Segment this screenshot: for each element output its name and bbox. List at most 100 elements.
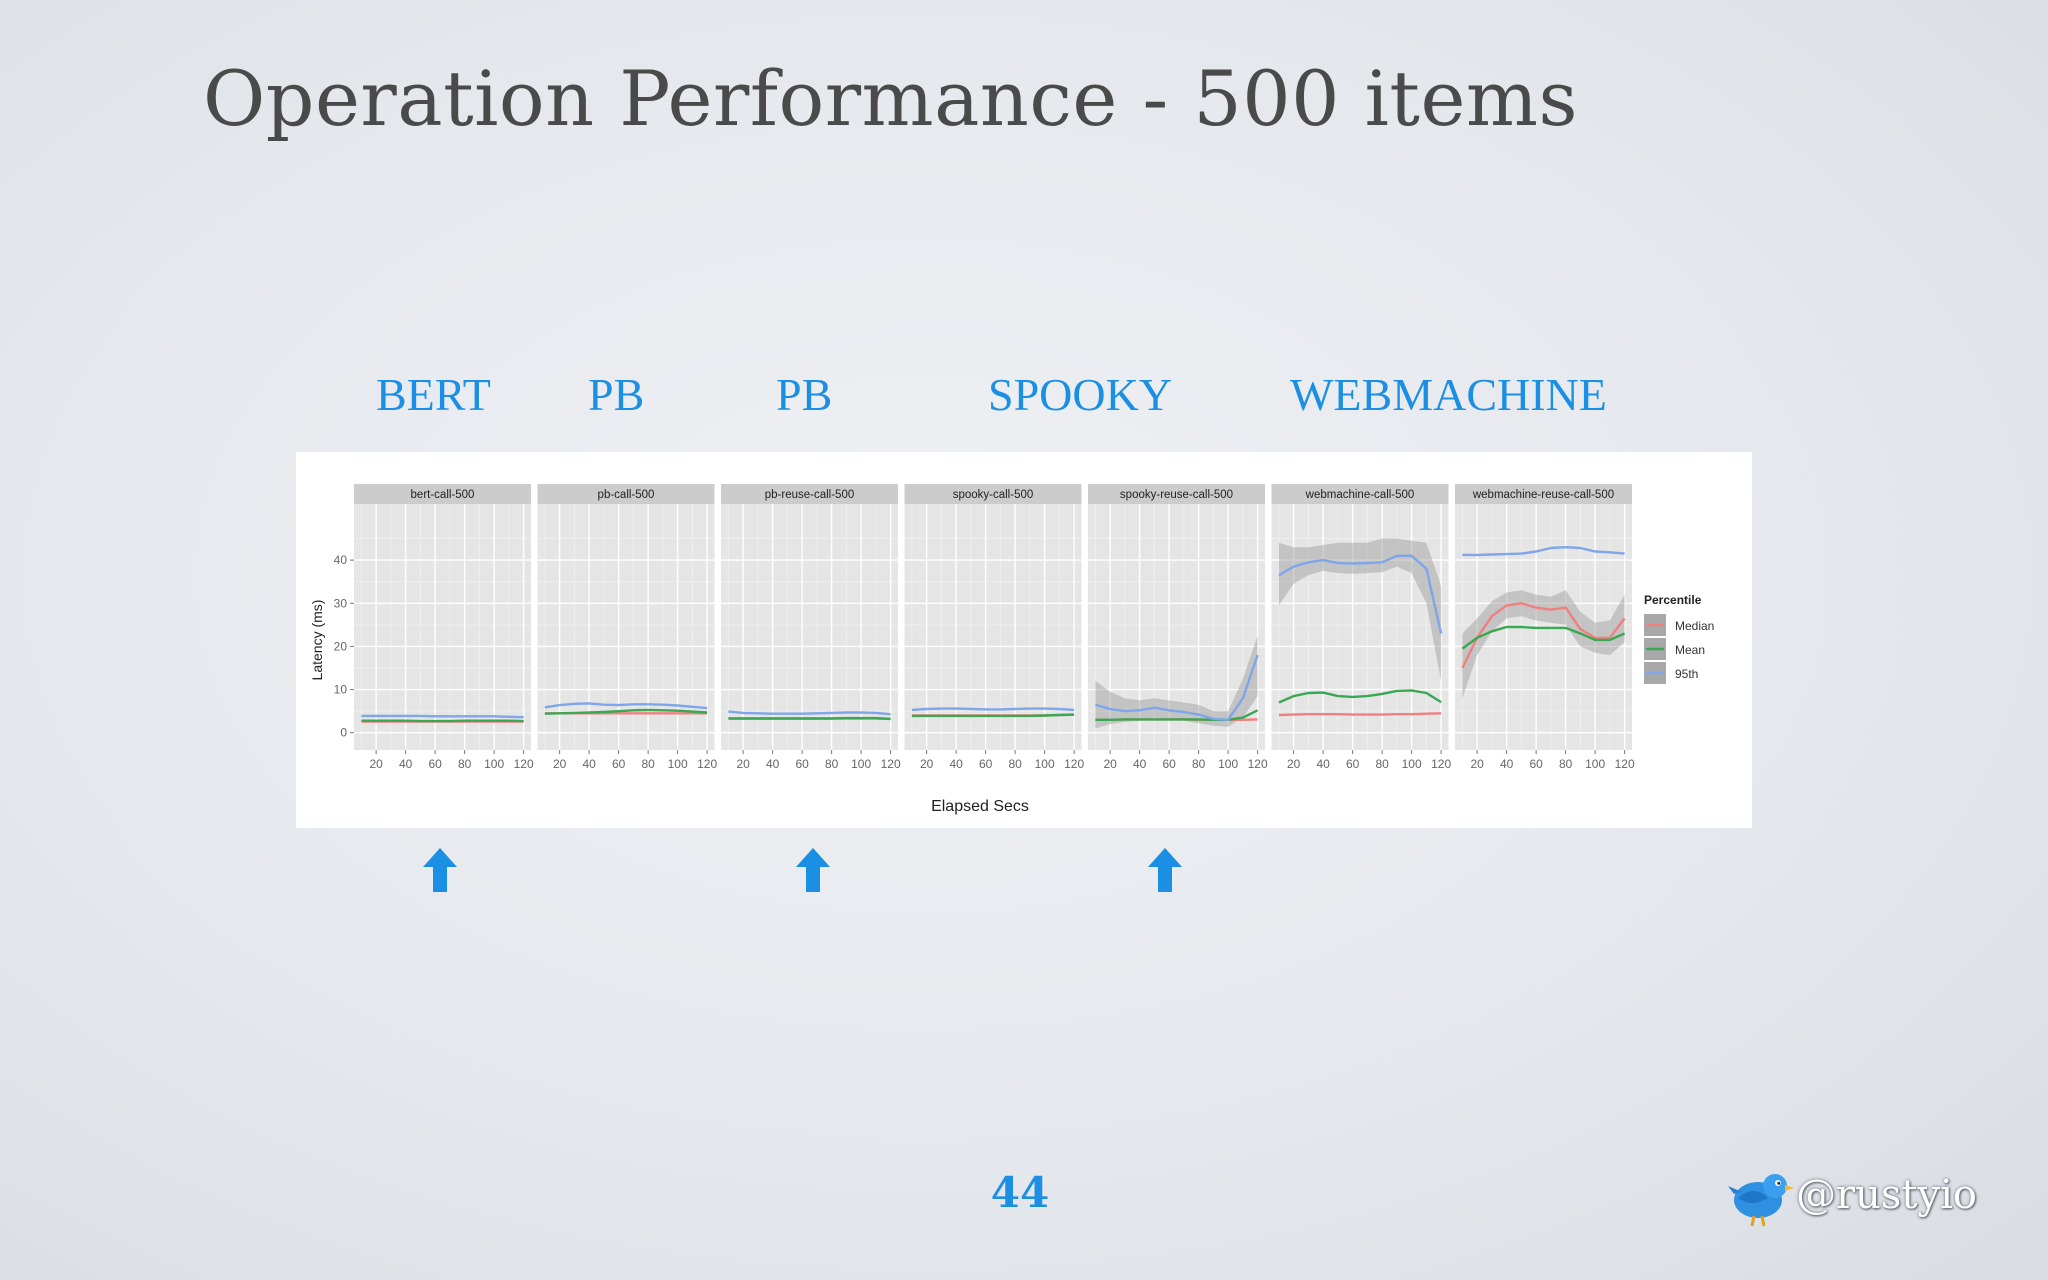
series-line-mean [544,708,708,715]
confidence-band [1095,635,1258,729]
x-tick-label: 60 [979,757,993,771]
x-tick-label: 40 [1133,757,1147,771]
x-tick-label: 100 [1402,757,1422,771]
x-tick-label: 80 [1559,757,1573,771]
up-arrow-icon [796,848,830,892]
twitter-bird-icon [1728,1174,1794,1227]
x-tick-label: 80 [458,757,472,771]
x-tick-label: 80 [1375,757,1389,771]
up-arrow-icon [423,848,457,892]
y-axis-title: Latency (ms) [309,600,325,681]
faceted-latency-chart: bert-call-500 20 40 60 80 100 120 pb-call-500 20… [296,452,1752,828]
x-axis-title: Elapsed Secs [931,798,1029,815]
panel-background [537,504,715,750]
x-tick-label: 80 [1008,757,1022,771]
page-number: 44 [990,1168,1050,1217]
category-label-pb-reuse: PB [776,369,833,420]
series-line-95th [544,702,708,710]
x-tick-label: 80 [825,757,839,771]
x-tick-label: 120 [514,757,534,771]
y-tick-label: 10 [334,683,348,697]
panel-background [904,504,1082,750]
facet-strip-label: pb-reuse-call-500 [765,489,855,501]
x-tick-label: 100 [1585,757,1605,771]
facet-strip [1271,484,1449,504]
facet-strip [1455,484,1632,504]
y-tick-label: 30 [334,596,348,610]
y-tick-label: 0 [340,726,347,740]
x-tick-label: 40 [582,757,596,771]
x-tick-label: 120 [1064,757,1084,771]
series-line-95th [911,707,1075,712]
x-tick-label: 40 [766,757,780,771]
x-tick-label: 60 [795,757,809,771]
facet-strip [904,484,1082,504]
category-label-pb: PB [588,369,645,420]
x-tick-label: 60 [612,757,626,771]
series-line-median [1461,602,1626,669]
x-tick-label: 20 [369,757,383,771]
x-tick-label: 120 [697,757,717,771]
x-tick-label: 20 [1470,757,1484,771]
legend-label: Mean [1675,643,1705,657]
y-tick-label: 40 [334,553,348,567]
series-line-mean [911,713,1075,718]
y-tick-label: 20 [334,639,348,653]
legend-label: 95th [1675,667,1698,681]
category-label-webmachine: WEBMACHINE [1290,369,1607,420]
x-tick-label: 120 [1615,757,1635,771]
series-line-median [1278,712,1442,717]
series-line-mean [1278,689,1442,704]
panel-background [354,504,531,750]
panel-background [1271,504,1449,750]
x-tick-label: 60 [1346,757,1360,771]
x-tick-label: 100 [668,757,688,771]
series-line-mean [728,716,891,721]
confidence-band [1462,590,1625,699]
series-line-95th [1095,654,1259,721]
x-tick-label: 40 [949,757,963,771]
facet-strip [354,484,531,504]
series-line-95th [1462,545,1625,557]
up-arrow-icon [1148,848,1182,892]
series-line-95th [728,710,891,716]
x-tick-label: 80 [641,757,655,771]
facet-strip-label: spooky-call-500 [953,489,1034,501]
x-tick-label: 20 [736,757,750,771]
x-tick-label: 80 [1192,757,1206,771]
x-tick-label: 40 [399,757,413,771]
x-tick-label: 60 [1529,757,1543,771]
facet-strip [721,484,898,504]
x-tick-label: 100 [1218,757,1238,771]
twitter-handle: @rustyio [1796,1172,1977,1218]
confidence-band [1278,538,1442,681]
x-tick-label: 100 [851,757,871,771]
slide-title: Operation Performance - 500 items [203,54,1578,143]
category-label-bert: BERT [376,369,491,420]
legend-label: Median [1675,619,1714,633]
legend-title: Percentile [1644,593,1702,607]
facet-strip-label: spooky-reuse-call-500 [1120,489,1233,501]
facet-strip-label: webmachine-call-500 [1305,489,1415,501]
series-line-95th [1278,554,1443,634]
facet-strip [1088,484,1265,504]
x-tick-label: 100 [484,757,504,771]
facet-strip-label: webmachine-reuse-call-500 [1472,489,1614,501]
series-line-95th [361,714,524,719]
x-tick-label: 20 [920,757,934,771]
x-tick-label: 20 [553,757,567,771]
x-tick-label: 60 [1162,757,1176,771]
facet-strip-label: bert-call-500 [411,489,475,501]
x-tick-label: 60 [428,757,442,771]
x-tick-label: 120 [881,757,901,771]
facet-strip-label: pb-call-500 [598,489,655,501]
category-label-spooky: SPOOKY [988,369,1173,420]
x-tick-label: 20 [1103,757,1117,771]
x-tick-label: 40 [1316,757,1330,771]
x-tick-label: 100 [1035,757,1055,771]
panel-background [721,504,898,750]
x-tick-label: 20 [1287,757,1301,771]
series-line-mean [1461,625,1626,650]
x-tick-label: 120 [1248,757,1268,771]
